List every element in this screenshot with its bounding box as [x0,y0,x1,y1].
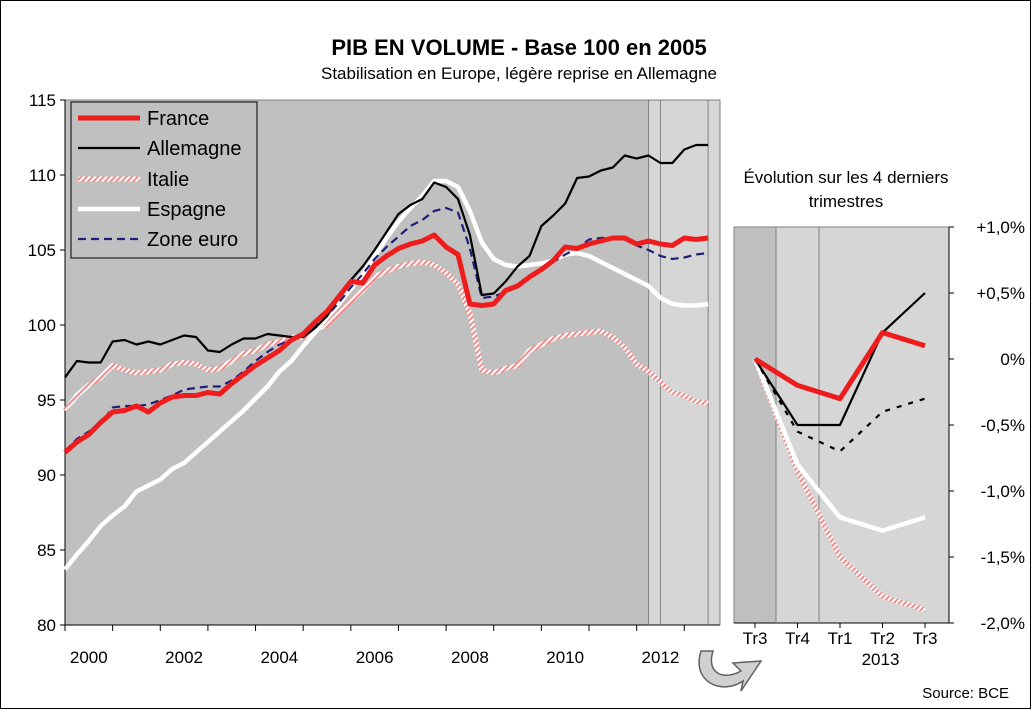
series-line-allemagne [64,143,709,379]
chart-subtitle: Stabilisation en Europe, légère reprise … [321,64,717,83]
small-y-tick-label: -0,5% [981,416,1025,435]
curved-arrow-icon [698,650,763,692]
small-plot-first-quarter-shading [734,227,777,623]
small-chart-title-line-1: Évolution sur les 4 derniers [743,168,948,187]
small-x-tick-label: Tr4 [785,629,810,648]
main-y-tick-label: 100 [28,316,56,335]
main-x-tick-label: 2004 [260,648,298,667]
small-y-axis: +1,0% +0,5% 0% -0,5% -1,0% -1,5% -2,0% [948,218,1025,633]
small-x-tick-label: Tr1 [828,629,853,648]
legend: France Allemagne Italie Espagne Zone eur… [70,101,258,259]
legend-label-zone-euro: Zone euro [147,229,238,251]
main-y-tick-label: 90 [37,466,56,485]
main-y-tick-label: 80 [37,616,56,635]
main-y-axis: 80 85 90 95 100 105 110 115 [28,91,66,635]
small-y-tick-label: 0% [1000,350,1025,369]
legend-label-italie: Italie [147,169,189,191]
legend-label-espagne: Espagne [147,199,226,221]
small-chart-title-line-2: trimestres [809,192,884,211]
small-x-axis: Tr3 Tr4 Tr1 Tr2 Tr3 2013 [734,622,949,669]
main-x-tick-label: 2008 [451,648,489,667]
main-plot-recent-shading [648,100,720,625]
series-line-france [63,232,709,455]
small-series-line-france [753,330,926,402]
main-y-tick-label: 110 [29,166,56,185]
small-series-line-allemagne [754,292,926,427]
series-line-espagne [63,178,709,571]
main-y-tick-label: 85 [37,541,56,560]
small-x-tick-label: Tr2 [870,629,895,648]
main-y-tick-label: 95 [37,391,56,410]
legend-label-france: France [147,108,209,130]
small-x-tick-label: Tr3 [743,629,768,648]
small-x-tick-label: Tr3 [913,629,938,648]
main-y-tick-label: 105 [28,241,56,260]
main-x-axis: 2000 2002 2004 2006 2008 2010 2012 [64,624,720,667]
main-x-tick-label: 2010 [546,648,584,667]
small-series-line-espagne [752,358,926,533]
source-label: Source: BCE [922,685,1009,702]
small-y-tick-label: +1,0% [976,218,1025,237]
small-y-tick-label: -1,5% [981,548,1025,567]
main-series-group [63,100,709,625]
small-series-group [752,227,926,623]
small-y-tick-label: +0,5% [976,284,1025,303]
main-x-tick-label: 2002 [165,648,203,667]
small-y-tick-label: -2,0% [981,614,1025,633]
series-line-zone-euro [64,206,709,452]
main-x-tick-label: 2012 [642,648,680,667]
main-y-tick-label: 115 [29,91,56,110]
small-y-tick-label: -1,0% [981,482,1025,501]
main-x-tick-label: 2000 [70,648,108,667]
series-line-italie [63,259,709,413]
small-x-year-label: 2013 [862,650,900,669]
legend-label-allemagne: Allemagne [147,138,242,160]
main-x-tick-label: 2006 [356,648,394,667]
chart-title: PIB EN VOLUME - Base 100 en 2005 [331,35,706,60]
